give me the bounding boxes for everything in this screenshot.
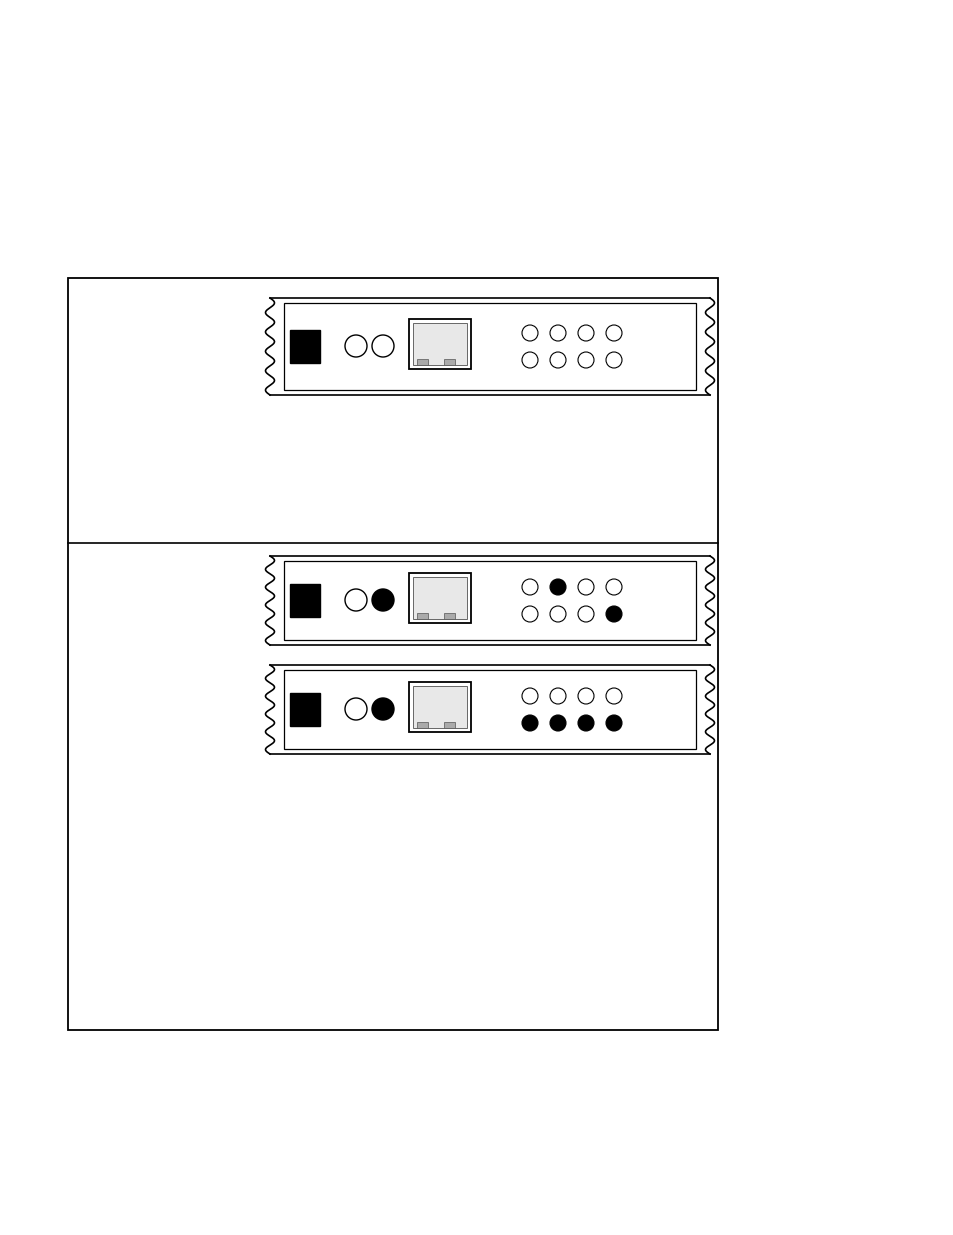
Circle shape bbox=[521, 579, 537, 595]
Circle shape bbox=[605, 579, 621, 595]
Bar bbox=[409, 682, 471, 732]
Circle shape bbox=[605, 352, 621, 368]
Circle shape bbox=[550, 715, 565, 731]
Circle shape bbox=[521, 352, 537, 368]
Circle shape bbox=[605, 688, 621, 704]
Bar bbox=[68, 278, 718, 1030]
Bar bbox=[413, 324, 467, 366]
Bar bbox=[443, 359, 455, 366]
Bar bbox=[284, 303, 696, 390]
Bar bbox=[416, 359, 428, 366]
Circle shape bbox=[605, 325, 621, 341]
Circle shape bbox=[345, 335, 367, 357]
Circle shape bbox=[550, 325, 565, 341]
Circle shape bbox=[372, 589, 394, 611]
Circle shape bbox=[605, 606, 621, 622]
Circle shape bbox=[578, 325, 594, 341]
Bar bbox=[413, 685, 467, 727]
Bar bbox=[290, 583, 319, 616]
Bar bbox=[413, 577, 467, 619]
Circle shape bbox=[345, 589, 367, 611]
Circle shape bbox=[521, 688, 537, 704]
Circle shape bbox=[372, 698, 394, 720]
Circle shape bbox=[550, 352, 565, 368]
Bar bbox=[443, 613, 455, 619]
Bar bbox=[284, 671, 696, 748]
Circle shape bbox=[578, 688, 594, 704]
Circle shape bbox=[550, 688, 565, 704]
Circle shape bbox=[578, 606, 594, 622]
Bar bbox=[416, 722, 428, 727]
Bar bbox=[416, 613, 428, 619]
Bar bbox=[409, 573, 471, 622]
Bar bbox=[409, 319, 471, 369]
Bar bbox=[290, 330, 319, 363]
Circle shape bbox=[372, 335, 394, 357]
Circle shape bbox=[578, 715, 594, 731]
Circle shape bbox=[578, 579, 594, 595]
Circle shape bbox=[521, 715, 537, 731]
Circle shape bbox=[578, 352, 594, 368]
Circle shape bbox=[550, 606, 565, 622]
Circle shape bbox=[605, 715, 621, 731]
Bar bbox=[443, 722, 455, 727]
Circle shape bbox=[550, 579, 565, 595]
Bar bbox=[290, 693, 319, 725]
Circle shape bbox=[521, 325, 537, 341]
Circle shape bbox=[345, 698, 367, 720]
Bar bbox=[284, 561, 696, 640]
Circle shape bbox=[521, 606, 537, 622]
